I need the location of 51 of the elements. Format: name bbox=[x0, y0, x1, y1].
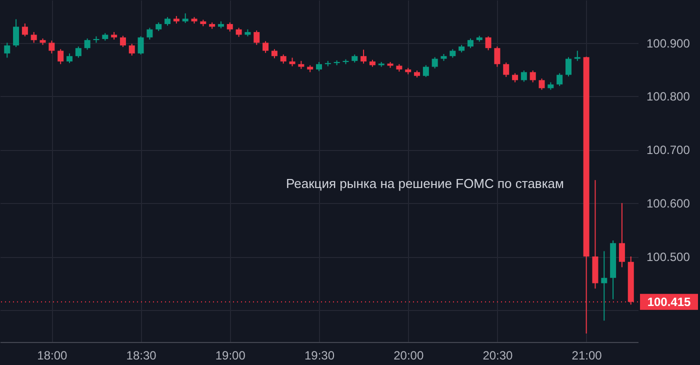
candlestick bbox=[22, 23, 28, 37]
y-tick-label: 100.500 bbox=[646, 250, 690, 264]
y-tick-label: 100.800 bbox=[646, 90, 690, 104]
x-tick-label: 18:30 bbox=[126, 348, 157, 362]
candlestick bbox=[75, 46, 82, 58]
candlestick bbox=[556, 72, 563, 87]
candlestick bbox=[182, 12, 188, 24]
candlestick bbox=[48, 40, 55, 54]
candlestick bbox=[262, 40, 269, 54]
candlestick bbox=[530, 70, 536, 83]
y-tick-label: 100.600 bbox=[646, 196, 690, 211]
candlestick bbox=[84, 38, 90, 50]
candlestick bbox=[120, 35, 126, 48]
candlestick bbox=[467, 38, 474, 49]
candlestick bbox=[520, 70, 527, 82]
candlestick bbox=[503, 62, 510, 78]
candlestick bbox=[422, 64, 429, 78]
candlestick bbox=[618, 202, 625, 268]
candlestick bbox=[236, 27, 242, 38]
candlestick bbox=[30, 32, 37, 44]
candlestick bbox=[485, 36, 492, 51]
candlestick bbox=[254, 30, 260, 46]
candlestick bbox=[574, 50, 580, 62]
candlestick bbox=[494, 46, 500, 68]
x-tick-label: 19:00 bbox=[215, 348, 246, 362]
candlestick bbox=[601, 250, 608, 322]
candlestick bbox=[66, 52, 73, 64]
candlestick bbox=[271, 48, 278, 59]
y-tick-label: 100.900 bbox=[646, 36, 690, 50]
x-tick-label: 18:00 bbox=[37, 348, 68, 362]
candlestick bbox=[316, 61, 322, 72]
candlestick bbox=[432, 56, 438, 69]
x-tick-label: 19:30 bbox=[304, 348, 335, 362]
candlestick bbox=[58, 48, 64, 65]
candlestick bbox=[146, 27, 153, 40]
candlestick bbox=[13, 18, 20, 48]
x-tick-label: 21:00 bbox=[572, 348, 602, 362]
candlestick bbox=[360, 49, 367, 64]
y-tick-label: 100.700 bbox=[646, 143, 690, 158]
ref-line-label: 100.415 bbox=[647, 294, 692, 309]
x-tick-label: 20:00 bbox=[394, 348, 424, 362]
candlestick bbox=[128, 43, 135, 56]
x-tick-label: 20:30 bbox=[482, 348, 514, 362]
candlestick bbox=[538, 78, 545, 90]
candlestick bbox=[512, 72, 518, 83]
candlestick bbox=[280, 54, 286, 64]
candlestick bbox=[226, 22, 233, 32]
candlestick bbox=[565, 56, 572, 77]
candlestick bbox=[138, 36, 144, 56]
annotation: Реакция рынка на решение FOMC по ставкам bbox=[286, 176, 564, 191]
candlestick bbox=[4, 42, 10, 58]
